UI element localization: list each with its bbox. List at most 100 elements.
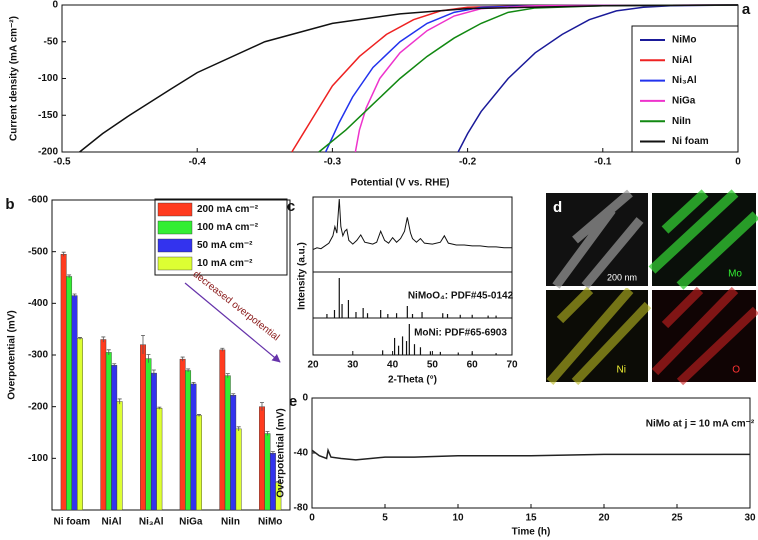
legend-box	[631, 25, 739, 153]
legend-label: Ni foam	[672, 136, 709, 147]
legend-label: NiMo	[672, 35, 696, 46]
error-bar	[146, 354, 151, 363]
y-axis-title: Intensity (a.u.)	[297, 242, 308, 310]
o-map	[652, 290, 756, 382]
bar	[264, 433, 271, 511]
legend-label: NiIn	[672, 116, 691, 127]
error-bar	[61, 251, 66, 257]
x-axis-title: Time (h)	[512, 527, 551, 538]
error-bar	[180, 356, 185, 362]
error-bar	[186, 368, 191, 373]
error-bar	[67, 274, 72, 279]
panel-d: d 200 nm Mo Ni O	[546, 189, 758, 386]
error-bar	[220, 347, 225, 352]
plot-frame	[311, 397, 751, 509]
bar	[105, 352, 112, 511]
mo-map	[652, 193, 756, 286]
bar	[100, 339, 107, 511]
x-tick-label: 60	[467, 360, 479, 371]
map-label: O	[732, 365, 740, 376]
y-tick-label: -200	[38, 147, 58, 158]
x-tick-label: 30	[744, 513, 756, 524]
x-tick-label: -0.4	[189, 157, 207, 168]
bar	[66, 276, 73, 511]
x-tick-label: NiAl	[102, 517, 122, 528]
series-line	[79, 4, 739, 153]
legend-label: NiAl	[672, 55, 692, 66]
bar	[111, 365, 118, 511]
map-label: Ni	[617, 365, 626, 376]
error-bar	[112, 363, 117, 367]
legend-label: 50 mA cm⁻²	[197, 240, 253, 251]
legend-label: 10 mA cm⁻²	[197, 258, 253, 269]
bar	[259, 406, 265, 511]
y-tick-label: 0	[302, 393, 308, 404]
error-bar	[236, 426, 241, 431]
y-axis-title: Overpotential (mV)	[7, 310, 18, 399]
x-tick-label: NiGa	[179, 517, 203, 528]
bar	[235, 428, 242, 511]
legend-swatch	[157, 202, 193, 217]
y-tick-label: -40	[294, 448, 309, 459]
y-tick-label: -150	[38, 110, 58, 121]
x-tick-label: 70	[506, 360, 518, 371]
x-tick-label: 20	[307, 360, 319, 371]
bar	[150, 372, 157, 511]
legend-label: NiGa	[672, 96, 696, 107]
error-bar	[72, 293, 77, 298]
bar	[156, 408, 163, 511]
annotation-arrow	[184, 282, 281, 363]
y-tick-label: -50	[44, 36, 59, 47]
x-tick-label: 10	[452, 513, 464, 524]
error-bar	[265, 431, 270, 436]
x-tick-label: 40	[387, 360, 399, 371]
y-axis-title: Overpotential (mV)	[276, 408, 287, 497]
error-bar	[231, 393, 236, 397]
y-tick-label: -100	[28, 453, 48, 464]
bar	[145, 358, 152, 511]
x-tick-label: 5	[382, 513, 388, 524]
bar	[179, 358, 186, 511]
xrd-pattern	[312, 198, 512, 251]
map-label: Mo	[728, 269, 742, 280]
bar	[71, 295, 78, 511]
y-tick-label: 0	[52, 0, 58, 11]
bar	[185, 370, 192, 511]
y-tick-label: -200	[28, 401, 48, 412]
bar	[196, 415, 202, 511]
panel-label: d	[553, 199, 562, 216]
x-tick-label: -0.5	[53, 157, 71, 168]
error-bar	[140, 334, 145, 354]
error-bar	[157, 406, 162, 410]
bar	[60, 254, 67, 511]
x-tick-label: NiMo	[258, 517, 282, 528]
error-bar	[276, 481, 281, 484]
ni-fibers	[546, 286, 652, 386]
legend-swatch	[157, 256, 193, 271]
x-tick-label: 0	[735, 157, 741, 168]
x-tick-label: Ni foam	[53, 517, 90, 528]
reference-label: MoNi: PDF#65-6903	[414, 328, 507, 339]
x-tick-label: -0.3	[324, 157, 342, 168]
bar	[77, 338, 83, 511]
bar	[116, 401, 123, 511]
bar	[224, 375, 231, 511]
x-tick-label: NiIn	[221, 517, 240, 528]
o-fibers	[651, 286, 758, 386]
plot-frame	[312, 196, 513, 356]
x-tick-label: Ni₃Al	[139, 517, 164, 528]
error-bar	[106, 349, 111, 355]
x-tick-label: 25	[671, 513, 683, 524]
legend-swatch	[157, 238, 193, 253]
panel-label: b	[5, 196, 14, 213]
x-axis-title: 2-Theta (°)	[388, 375, 437, 386]
legend-label: Ni₃Al	[672, 75, 697, 86]
error-bar	[270, 451, 275, 455]
legend-swatch	[157, 220, 193, 235]
x-tick-label: 0	[309, 513, 315, 524]
bar	[219, 349, 226, 511]
error-bar	[191, 381, 196, 386]
error-bar	[151, 369, 156, 377]
panel-label: c	[287, 198, 295, 215]
